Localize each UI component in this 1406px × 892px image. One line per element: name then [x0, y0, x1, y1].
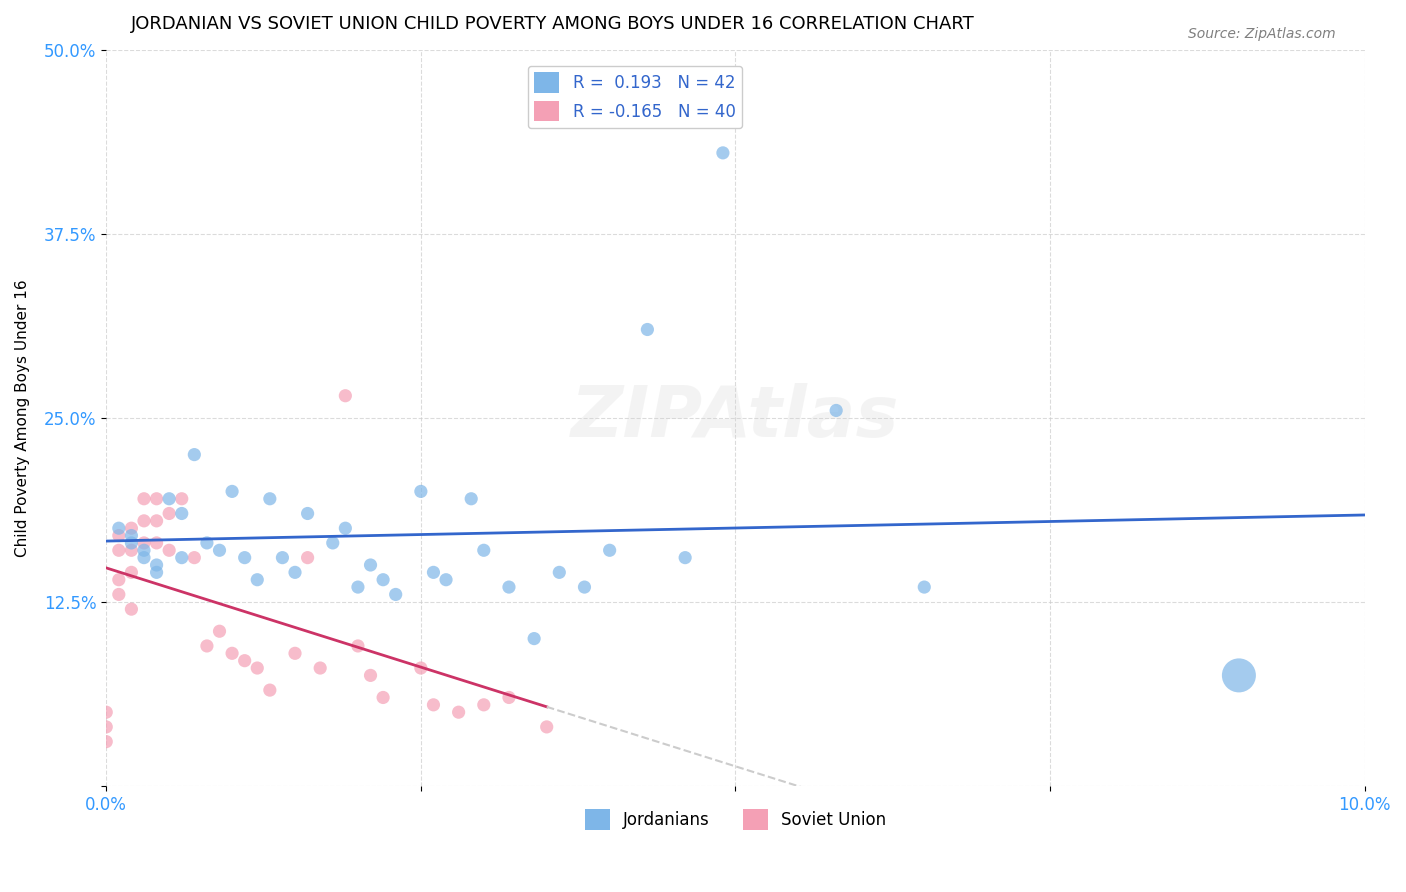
Point: [460, 491, 482, 506]
Point: [271, 550, 294, 565]
Point: [309, 661, 332, 675]
Point: [599, 543, 621, 558]
Y-axis label: Child Poverty Among Boys Under 16: Child Poverty Among Boys Under 16: [15, 279, 30, 557]
Point: [711, 145, 734, 160]
Point: [132, 550, 155, 565]
Point: [208, 624, 231, 639]
Point: [221, 484, 243, 499]
Point: [157, 507, 180, 521]
Point: [409, 484, 432, 499]
Point: [371, 690, 394, 705]
Point: [170, 491, 193, 506]
Text: JORDANIAN VS SOVIET UNION CHILD POVERTY AMONG BOYS UNDER 16 CORRELATION CHART: JORDANIAN VS SOVIET UNION CHILD POVERTY …: [131, 15, 976, 33]
Point: [183, 550, 205, 565]
Point: [120, 602, 142, 616]
Text: ZIPAtlas: ZIPAtlas: [571, 384, 900, 452]
Point: [145, 566, 167, 580]
Point: [297, 550, 319, 565]
Point: [384, 587, 406, 601]
Point: [132, 491, 155, 506]
Point: [108, 573, 131, 587]
Point: [322, 536, 344, 550]
Point: [246, 661, 269, 675]
Point: [96, 720, 118, 734]
Point: [498, 580, 520, 594]
Point: [825, 403, 848, 417]
Point: [221, 646, 243, 660]
Point: [259, 683, 281, 698]
Point: [472, 543, 495, 558]
Point: [246, 573, 269, 587]
Point: [108, 528, 131, 542]
Point: [157, 491, 180, 506]
Point: [233, 654, 256, 668]
Point: [96, 705, 118, 719]
Point: [422, 566, 444, 580]
Point: [108, 587, 131, 601]
Point: [297, 507, 319, 521]
Point: [170, 550, 193, 565]
Point: [195, 536, 218, 550]
Point: [371, 573, 394, 587]
Point: [360, 558, 382, 572]
Point: [120, 566, 142, 580]
Point: [145, 514, 167, 528]
Point: [523, 632, 546, 646]
Point: [145, 558, 167, 572]
Point: [145, 491, 167, 506]
Point: [96, 734, 118, 748]
Point: [347, 580, 370, 594]
Point: [574, 580, 596, 594]
Point: [132, 543, 155, 558]
Point: [183, 448, 205, 462]
Point: [233, 550, 256, 565]
Point: [1227, 668, 1250, 682]
Point: [108, 543, 131, 558]
Point: [120, 543, 142, 558]
Point: [284, 566, 307, 580]
Point: [195, 639, 218, 653]
Point: [132, 536, 155, 550]
Point: [120, 536, 142, 550]
Point: [422, 698, 444, 712]
Point: [360, 668, 382, 682]
Point: [498, 690, 520, 705]
Point: [120, 528, 142, 542]
Point: [673, 550, 696, 565]
Point: [120, 521, 142, 535]
Point: [548, 566, 571, 580]
Point: [472, 698, 495, 712]
Point: [536, 720, 558, 734]
Point: [335, 389, 357, 403]
Point: [145, 536, 167, 550]
Point: [170, 507, 193, 521]
Point: [447, 705, 470, 719]
Point: [132, 514, 155, 528]
Point: [108, 521, 131, 535]
Legend: Jordanians, Soviet Union: Jordanians, Soviet Union: [578, 803, 893, 837]
Point: [284, 646, 307, 660]
Point: [157, 543, 180, 558]
Point: [636, 322, 658, 336]
Point: [347, 639, 370, 653]
Point: [409, 661, 432, 675]
Point: [259, 491, 281, 506]
Point: [434, 573, 457, 587]
Point: [912, 580, 935, 594]
Text: Source: ZipAtlas.com: Source: ZipAtlas.com: [1188, 27, 1336, 41]
Point: [335, 521, 357, 535]
Point: [208, 543, 231, 558]
